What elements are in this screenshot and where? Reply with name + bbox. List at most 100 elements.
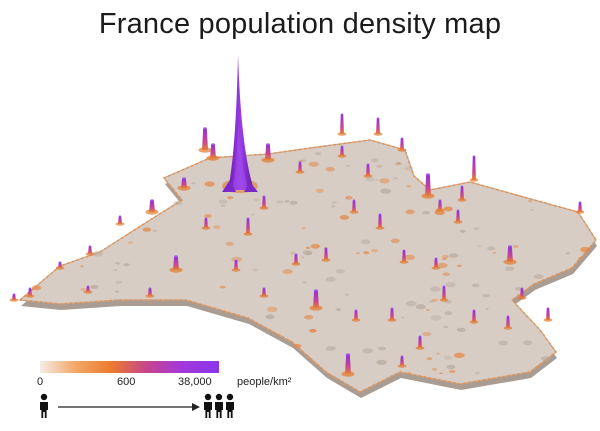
legend-unit-label: people/km²	[237, 376, 292, 388]
city-spike	[55, 261, 65, 270]
terrain-speck	[204, 214, 212, 218]
density-spikes	[9, 113, 585, 377]
terrain-speck	[227, 196, 234, 200]
person-icon	[40, 393, 48, 418]
legend-color-scale	[40, 361, 219, 373]
city-spike	[469, 309, 479, 324]
terrain-speck	[431, 298, 438, 302]
terrain-speck	[310, 243, 321, 249]
terrain-speck	[443, 355, 453, 360]
terrain-speck	[362, 348, 374, 354]
terrain-speck	[309, 328, 317, 333]
terrain-speck	[315, 152, 322, 156]
terrain-speck	[431, 368, 438, 371]
terrain-speck	[437, 262, 448, 269]
terrain-speck	[405, 209, 415, 215]
terrain-speck	[430, 315, 442, 321]
terrain-speck	[446, 364, 456, 370]
city-spike	[9, 293, 19, 302]
terrain-speck	[371, 249, 378, 253]
terrain-speck	[325, 167, 335, 172]
terrain-speck	[426, 357, 433, 361]
city-spike	[231, 259, 241, 272]
terrain-speck	[445, 282, 456, 288]
city-spike	[431, 257, 441, 270]
terrain-speck	[301, 256, 305, 259]
terrain-speck	[356, 252, 360, 255]
terrain-speck	[80, 288, 86, 291]
terrain-texture	[31, 152, 591, 375]
terrain-speck	[577, 257, 582, 260]
terrain-speck	[344, 293, 349, 296]
city-spike	[469, 155, 479, 182]
terrain-speck	[225, 241, 234, 246]
terrain-speck	[127, 241, 133, 244]
terrain-speck	[565, 252, 571, 255]
terrain-speck	[453, 352, 465, 358]
terrain-speck	[304, 314, 314, 320]
terrain-speck	[449, 253, 458, 258]
city-spike	[145, 199, 159, 215]
terrain-speck	[523, 340, 533, 346]
terrain-speck	[428, 300, 435, 303]
city-spike	[517, 287, 527, 300]
terrain-speck	[441, 254, 449, 259]
terrain-speck	[219, 285, 226, 289]
city-spike	[457, 185, 467, 202]
terrain-speck	[426, 309, 430, 311]
terrain-speck	[533, 274, 544, 279]
city-spike	[83, 285, 93, 294]
terrain-speck	[265, 314, 275, 320]
terrain-speck	[331, 201, 337, 204]
terrain-speck	[376, 164, 383, 168]
terrain-speck	[378, 346, 386, 351]
terrain-speck	[289, 200, 298, 205]
terrain-speck	[422, 210, 431, 215]
terrain-speck	[422, 331, 432, 337]
city-spike	[575, 201, 585, 214]
city-spike	[399, 249, 409, 264]
city-spike	[351, 309, 361, 322]
terrain-speck	[442, 272, 450, 277]
terrain-speck	[456, 264, 462, 267]
city-spike	[363, 163, 373, 178]
city-spike	[321, 247, 331, 262]
terrain-speck	[92, 251, 103, 257]
city-spike	[85, 245, 95, 256]
terrain-speck	[443, 325, 449, 329]
terrain-speck	[459, 229, 466, 233]
city-spike	[421, 173, 435, 199]
terrain-speck	[191, 182, 196, 185]
city-spike	[201, 217, 211, 230]
terrain-speck	[580, 246, 591, 253]
legend-mid-label: 600	[117, 376, 136, 388]
terrain-speck	[302, 281, 307, 284]
terrain-speck	[90, 284, 99, 289]
terrain-speck	[293, 344, 302, 348]
terrain-speck	[441, 257, 447, 261]
city-spike	[415, 335, 425, 350]
city-spike	[341, 353, 355, 377]
city-spike	[349, 199, 359, 214]
terrain-speck	[115, 280, 122, 284]
city-spike	[291, 253, 301, 266]
city-spike	[115, 215, 125, 226]
terrain-speck	[415, 304, 426, 310]
terrain-speck	[315, 188, 324, 193]
terrain-speck	[80, 265, 84, 268]
terrain-speck	[115, 261, 121, 265]
terrain-speck	[304, 251, 312, 256]
city-spike	[435, 199, 445, 212]
city-spike	[206, 143, 220, 161]
terrain-speck	[515, 287, 522, 291]
city-spike	[261, 143, 275, 163]
terrain-speck	[390, 238, 400, 244]
terrain-speck	[376, 359, 388, 365]
city-spike	[543, 307, 553, 322]
terrain-speck	[335, 269, 345, 274]
city-spike	[503, 315, 513, 330]
terrain-speck	[471, 283, 480, 288]
city-spike	[198, 127, 212, 153]
terrain-speck	[335, 308, 341, 311]
